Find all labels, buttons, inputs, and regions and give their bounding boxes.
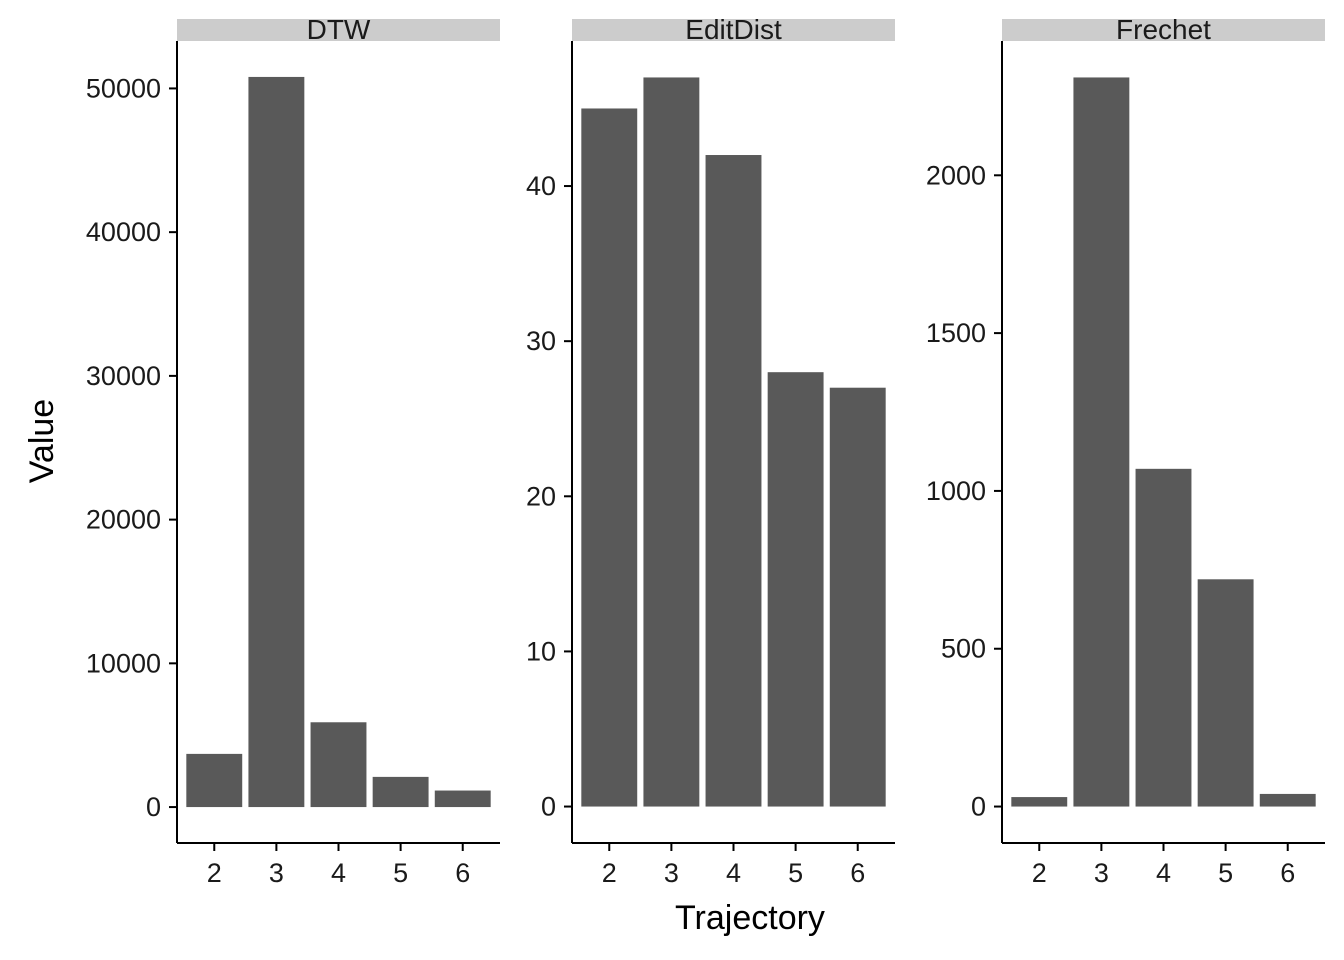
facet-strip-label: Frechet: [1116, 14, 1211, 45]
x-tick-label: 2: [207, 858, 222, 888]
x-tick-label: 6: [850, 858, 865, 888]
bar: [1073, 77, 1130, 807]
y-tick-label: 30000: [86, 361, 161, 391]
x-tick-label: 3: [269, 858, 284, 888]
facet-strip: [572, 19, 895, 41]
y-tick-label: 10: [526, 636, 556, 666]
y-tick-label: 2000: [926, 160, 986, 190]
y-tick-label: 20: [526, 481, 556, 511]
x-tick-label: 2: [1032, 858, 1047, 888]
y-tick-label: 40: [526, 171, 556, 201]
bar: [829, 387, 886, 807]
bar: [434, 790, 491, 808]
facet-panel-editdist: EditDist 2 3 4 5 6 0 10 20 30 40: [526, 14, 895, 888]
x-tick-label: 3: [664, 858, 679, 888]
y-tick-label: 1500: [926, 318, 986, 348]
x-tick-label: 4: [726, 858, 741, 888]
x-tick-label: 4: [1156, 858, 1171, 888]
bar: [705, 155, 762, 807]
x-tick-label: 3: [1094, 858, 1109, 888]
bar: [186, 753, 243, 808]
y-tick-label: 10000: [86, 648, 161, 678]
bar: [1011, 797, 1068, 807]
y-tick-label: 20000: [86, 505, 161, 535]
bar: [643, 77, 700, 807]
facet-panel-frechet: Frechet 2 3 4 5 6 0 500 1000 1500 2000: [926, 14, 1325, 888]
y-tick-label: 0: [541, 792, 556, 822]
x-tick-label: 4: [331, 858, 346, 888]
x-tick-label: 5: [788, 858, 803, 888]
bar: [1135, 468, 1192, 807]
facet-strip: [1002, 19, 1325, 41]
y-tick-label: 500: [941, 634, 986, 664]
y-tick-label: 0: [971, 792, 986, 822]
x-tick-label: 5: [393, 858, 408, 888]
bar: [372, 776, 429, 808]
x-tick-label: 2: [602, 858, 617, 888]
bar: [1259, 793, 1316, 807]
x-tick-label: 5: [1218, 858, 1233, 888]
facet-panel-dtw: DTW 2 3 4 5 6 0 10000 20000 30000 40000 50000: [86, 14, 500, 888]
bar: [1197, 579, 1254, 807]
bar: [767, 372, 824, 807]
facet-strip: [177, 19, 500, 41]
x-axis-title: Trajectory: [675, 899, 825, 937]
bar: [248, 76, 305, 808]
facet-strip-label: DTW: [307, 14, 371, 45]
x-tick-label: 6: [1280, 858, 1295, 888]
bar: [581, 108, 638, 807]
facet-strip-label: EditDist: [685, 14, 782, 45]
bar: [310, 722, 367, 808]
y-tick-label: 50000: [86, 73, 161, 103]
x-tick-label: 6: [455, 858, 470, 888]
y-tick-label: 0: [146, 792, 161, 822]
y-tick-label: 40000: [86, 217, 161, 247]
y-axis-title: Value: [23, 399, 61, 483]
y-tick-label: 1000: [926, 476, 986, 506]
y-tick-label: 30: [526, 326, 556, 356]
